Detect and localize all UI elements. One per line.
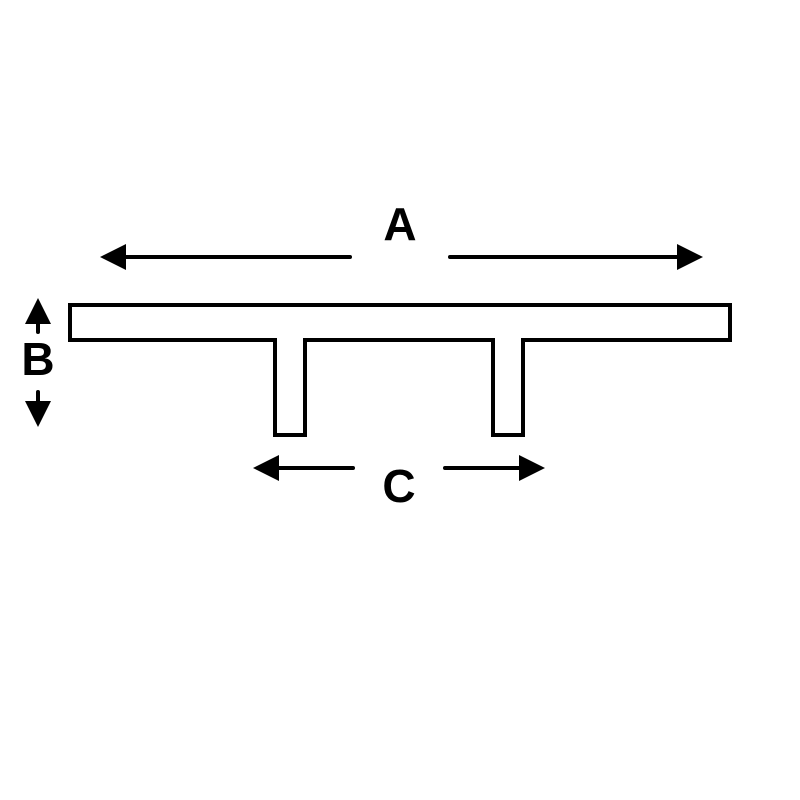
dim-c-arrow-right: [519, 455, 545, 481]
handle-leg-left: [275, 340, 305, 435]
dim-b-label: B: [21, 333, 54, 385]
joint-mask-left: [277, 336, 303, 344]
joint-mask-right: [495, 336, 521, 344]
dim-c-label: C: [382, 460, 415, 512]
dim-b-arrow-down: [25, 401, 51, 427]
dim-a-label: A: [383, 198, 416, 250]
handle-bar: [70, 305, 730, 340]
dim-a-arrow-right: [677, 244, 703, 270]
dim-c-arrow-left: [253, 455, 279, 481]
dim-b-arrow-up: [25, 298, 51, 324]
handle-leg-right: [493, 340, 523, 435]
dim-a-arrow-left: [100, 244, 126, 270]
